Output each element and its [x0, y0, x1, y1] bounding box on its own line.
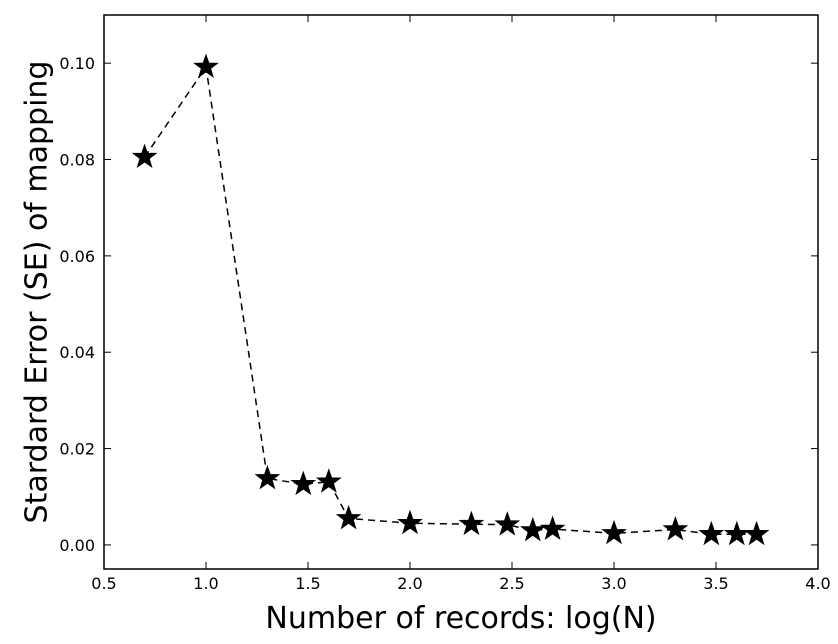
- x-tick-label: 1.5: [295, 574, 320, 593]
- y-tick-label: 0.08: [59, 151, 95, 170]
- data-point-star: [131, 143, 158, 169]
- y-tick-label: 0.00: [59, 536, 95, 555]
- data-point-star: [494, 511, 521, 536]
- data-point-star: [662, 515, 689, 541]
- data-point-star: [254, 464, 281, 490]
- x-tick-label: 0.5: [91, 574, 116, 593]
- markers-layer: [131, 53, 770, 546]
- x-tick-label: 2.0: [397, 574, 422, 593]
- data-point-star: [698, 520, 725, 546]
- x-tick-label: 2.5: [499, 574, 524, 593]
- data-point-star: [539, 515, 566, 540]
- x-tick-label: 3.5: [703, 574, 728, 593]
- x-tick-label: 4.0: [805, 574, 830, 593]
- series-line-layer: [143, 65, 757, 536]
- data-point-star: [397, 509, 423, 535]
- data-point-star: [519, 516, 546, 542]
- data-point-star: [193, 53, 219, 78]
- x-tick-label: 3.0: [601, 574, 626, 593]
- y-tick-label: 0.02: [59, 440, 95, 459]
- data-point-star: [315, 468, 342, 493]
- data-point-star: [743, 520, 770, 546]
- y-tick-label: 0.10: [59, 54, 95, 73]
- ticks-layer: 0.5 1.0 1.5 2.0 2.5 3.0 3.5 4.0 0.00 0.02 0.04 0.06…: [59, 15, 831, 593]
- x-tick-label: 1.0: [193, 574, 218, 593]
- data-point-star: [601, 519, 627, 545]
- y-tick-label: 0.04: [59, 343, 95, 362]
- data-point-star: [723, 520, 750, 546]
- y-tick-label: 0.06: [59, 247, 95, 266]
- x-axis-label: Number of records: log(N): [265, 601, 656, 636]
- series-line: [143, 65, 757, 536]
- y-axis-label: Stardard Error (SE) of mapping: [20, 61, 55, 524]
- data-point-star: [458, 510, 485, 536]
- data-point-star: [290, 470, 317, 496]
- data-point-star: [335, 504, 362, 530]
- plot-area-frame: [103, 14, 819, 570]
